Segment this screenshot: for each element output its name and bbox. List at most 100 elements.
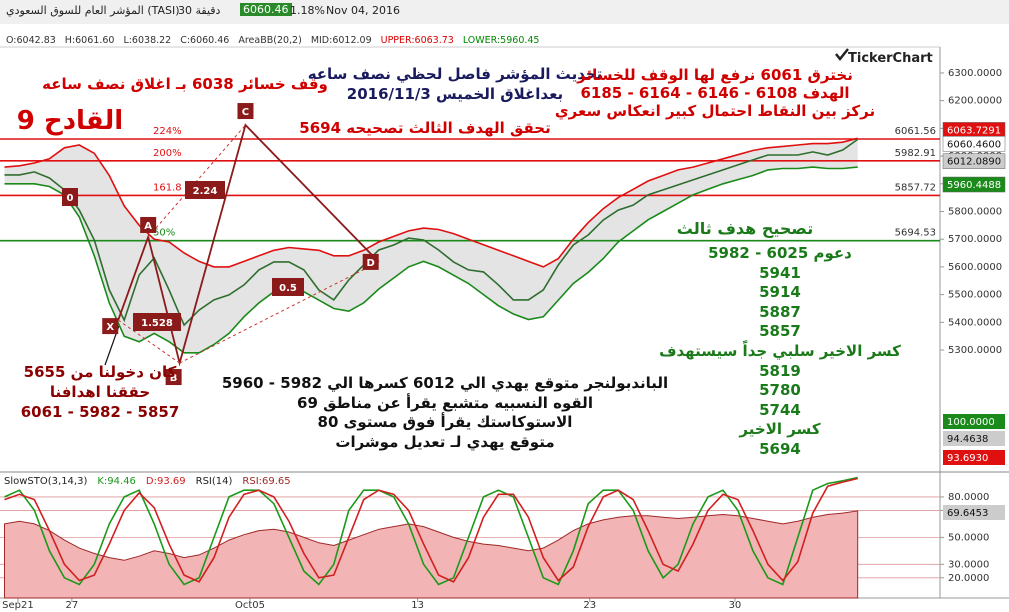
annotation-line: تصحيح هدف ثالث [676,219,814,238]
last-value-badge [942,136,1006,152]
annotation-line: نركز بين النقاط احتمال كبير انعكاس سعري [554,102,876,120]
info-item: LOWER:5960.45 [462,35,540,46]
ratio-box [62,188,78,206]
ratio-label: 1.528 [141,318,173,329]
legend-entry: RSI:69.65 [242,476,290,487]
interval: 30 دقيقة [178,4,221,17]
annotation-line: الباندبولنجر متوقع يهدي الي 6012 كسرها ا… [221,374,669,392]
pattern-point [102,318,119,335]
annotation-line: 5819 [759,361,801,380]
last-value-badge [942,153,1006,169]
brand: TickerChart [848,51,933,66]
header-bar [0,0,1009,24]
legend-entry: K:94.46 [97,476,136,487]
annotation-line: كان دخولنا من 5655 [23,363,177,381]
x-tick-label: Oct05 [235,600,265,611]
annotation-line: الهدف 6108 - 6146 - 6164 - 6185 [580,84,850,102]
pattern-point [165,369,182,386]
last-value-label: 5960.4488 [947,180,1001,191]
annotation: وقف خسائر 6038 بـ اغلاق نصف ساعه [42,74,328,94]
annotation: تحقق الهدف الثالث تصحيحه 5694 [299,118,550,138]
ratio-box [272,278,304,296]
ratio-label: 2.24 [193,186,218,197]
pattern-label: C [242,107,249,118]
legend-entry: D:93.69 [146,476,186,487]
info-item: MID:6012.09 [310,35,372,46]
annotation-line: 5857 [759,322,801,341]
last-price: 6060.46 [240,3,292,16]
value-badge-label: 94.4638 [947,434,988,445]
pattern-point [140,216,157,233]
last-value-label: 6012.0890 [947,157,1001,168]
y-tick-label: 20.0000 [948,573,989,584]
annotation: تصحيح هدف ثالث [677,219,813,239]
y-tick-label: 5600.0000 [948,262,1002,273]
value-badge [943,505,1005,520]
y-tick-label: 80.0000 [948,492,989,503]
annotation-line: كسر الاخير [739,420,821,439]
value-badge-label: 69.6453 [947,508,988,519]
y-tick-label: 30.0000 [948,559,989,570]
last-value-label: 6063.7291 [947,125,1001,136]
annotation-line: وقف خسائر 6038 بـ اغلاق نصف ساعه [42,75,328,93]
annotation-line: الاستوكاستك يقرأ فوق مستوى 80 [317,413,573,431]
y-tick-label: 50.0000 [948,532,989,543]
level-value: 5982.91 [895,148,936,159]
pattern-dash [179,261,379,364]
annotation: نخترق 6061 نرفع لها الوقف للخسائر الهدف 6… [555,66,875,120]
annotation-line: 5887 [759,302,801,321]
annotation-line: نخترق 6061 نرفع لها الوقف للخسائر [577,66,853,84]
info-item: C:6060.46 [180,35,230,46]
y-tick-label: 6200.0000 [948,96,1002,107]
annotation-line: بعداغلاق الخميس 2016/11/3 [346,85,564,103]
info-item: O:6042.83 [6,35,56,46]
annotation-line: تحقق الهدف الثالث تصحيحه 5694 [299,119,551,137]
logo-mark [835,48,849,62]
value-badge-label: 100.0000 [947,417,995,428]
annotation: تحديث المؤشر فاصل لحظي نصف ساعه بعداغلاق … [308,64,603,104]
annotation-line: 5914 [759,283,801,302]
annotation-line: متوقع يهدي لـ تعديل موشرات [335,432,555,451]
pattern-label: X [106,322,114,333]
pattern-label: B [170,373,178,384]
annotation-line: كسر الاخير سلبي جداً سيستهدف [659,341,901,360]
y-tick-label: 5800.0000 [948,206,1002,217]
change: 1.18% [290,4,325,17]
level-ratio: 50% [153,228,175,239]
annotation: كان دخولنا من 5655 حققنا اهدافنا 6061 - 59… [21,362,180,422]
pattern-dash [117,319,180,364]
value-badge [943,414,1005,429]
x-tick-label: 30 [729,600,742,611]
ohlc-info: O:6042.83 H:6061.60 L:6038.22 C:6060.46 Area… [6,35,548,46]
level-value: 5694.53 [895,228,936,239]
annotation-line: تحديث المؤشر فاصل لحظي نصف ساعه [307,65,603,83]
legend-entry: RSI(14) [196,476,233,487]
value-badge [943,431,1005,446]
level-value: 6061.56 [895,126,936,137]
info-item: H:6061.60 [64,35,115,46]
date: Nov 04, 2016 [326,4,400,17]
value-badge [943,450,1005,465]
x-tick-label: Sep21 [2,600,34,611]
annotation: دعوم 6025 - 5982 5941 5914 5887 5857 كسر الاخ… [659,244,901,460]
y-tick-label: 5400.0000 [948,317,1002,328]
annotation: القادح 9 [17,106,123,136]
pattern-point [237,103,254,120]
annotation-line: القادح 9 [16,106,124,136]
y-tick-label: 6300.0000 [948,68,1002,79]
area [3,510,859,599]
level-ratio: 161.8 [153,182,182,193]
info-item: UPPER:6063.73 [380,35,454,46]
pattern-label: D [367,258,375,269]
x-tick-label: 13 [411,600,424,611]
x-tick-label: 27 [65,600,78,611]
annotation-line: دعوم 6025 - 5982 [708,244,852,262]
annotation-line: القوه النسبيه متشبع يقرأ عن مناطق 69 [297,393,593,412]
pattern-point [362,253,379,270]
annotation-line: 5694 [759,439,801,458]
annotation-line: 6061 - 5982 - 5857 [20,403,180,421]
line [4,138,859,327]
legend-entry: SlowSTO(3,14,3) [4,476,87,487]
